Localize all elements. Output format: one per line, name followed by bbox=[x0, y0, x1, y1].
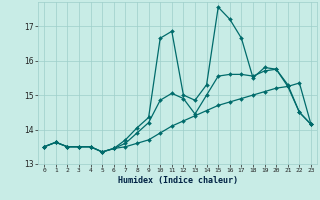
X-axis label: Humidex (Indice chaleur): Humidex (Indice chaleur) bbox=[118, 176, 238, 185]
